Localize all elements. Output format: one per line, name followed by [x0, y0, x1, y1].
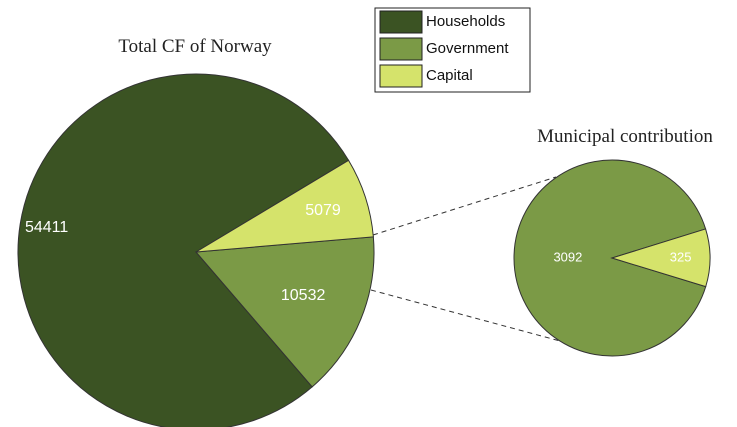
data-label: 325: [670, 249, 692, 264]
legend-label: Government: [426, 40, 509, 57]
pie-slice: [195, 159, 374, 253]
data-label: 3092: [553, 250, 582, 265]
connector: [372, 176, 557, 236]
chart-title: Municipal contribution: [537, 126, 713, 147]
pie-slice: [513, 159, 707, 357]
pie-slice: [610, 228, 711, 288]
data-label: 5079: [305, 202, 341, 219]
data-label: 10532: [281, 287, 326, 304]
pie-slice: [17, 73, 350, 427]
legend-label: Capital: [426, 67, 473, 84]
connector: [370, 289, 561, 342]
pie-slice: [194, 236, 375, 388]
legend-label: Households: [426, 13, 505, 30]
data-label: 54411: [25, 219, 68, 236]
chart-title: Total CF of Norway: [118, 36, 272, 57]
legend-swatch: [379, 10, 423, 34]
legend-swatch: [379, 37, 423, 61]
legend-swatch: [379, 64, 423, 88]
